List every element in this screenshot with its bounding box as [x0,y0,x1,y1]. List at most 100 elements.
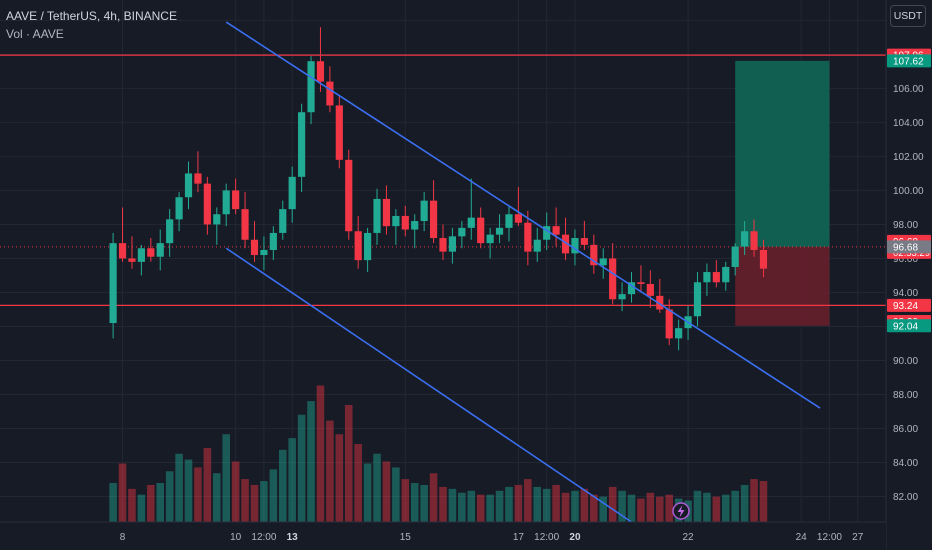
volume-bar [316,385,325,522]
candle [373,188,381,245]
time-tick-label: 12:00 [817,532,842,543]
volume-bar [693,490,702,522]
volume-bar [222,434,230,522]
symbol-title: AAVE / TetherUS, 4h, BINANCE [6,9,177,23]
candle [627,272,636,303]
candle-body [345,159,353,232]
candle [269,226,277,261]
candle [232,178,240,215]
candle [345,149,353,240]
candle-body [250,239,259,256]
candle-body [213,214,221,225]
price-label-box [887,54,931,68]
volume-bar [410,483,419,522]
candle [693,272,702,327]
volume-bar [495,490,504,522]
volume-bar [203,447,212,522]
candle [722,261,730,291]
time-tick-label: 15 [400,532,412,543]
time-tick-label: 8 [120,532,126,543]
candle [288,166,296,223]
candle [458,221,466,249]
candle-body [533,239,541,252]
volume-label: Vol · AAVE [6,27,64,41]
candle [505,205,513,242]
volume-bar [448,488,457,522]
candle [533,227,541,262]
candle-body [109,243,117,324]
volume-bar [561,492,570,522]
candle [260,236,268,271]
candle [703,263,711,296]
candle [618,282,626,312]
candle [429,180,438,244]
candle-body [448,236,457,252]
candle-body [175,197,183,220]
candle-body [656,295,664,310]
candle-body [637,282,645,284]
candle-body [241,209,249,240]
candle [741,221,749,256]
candle-body [166,219,174,244]
volume-bar [429,473,438,522]
chart-header: AAVE / TetherUS, 4h, BINANCE Vol · AAVE [6,8,177,42]
candle [759,239,768,278]
candle-body [137,248,145,262]
candle [222,183,230,227]
volume-bar [128,488,136,522]
lightning-icon[interactable] [672,502,690,520]
volume-bar [646,492,655,522]
volume-bar [165,471,174,522]
price-tick-label: 84.00 [893,458,918,469]
candle [495,214,504,244]
volume-bar [373,453,381,522]
candle-body [646,283,654,296]
candle [599,248,607,279]
candle-body [609,258,617,300]
candle [147,238,155,262]
volume-bar [486,494,494,522]
price-label: 92.04 [887,319,931,333]
candle-body [288,176,296,210]
volume-bar [260,481,268,522]
price-label-box [887,319,931,333]
time-tick-label: 22 [683,532,695,543]
candle [203,176,211,235]
candle [712,260,720,288]
volume-bar [109,483,117,522]
volume-bar [514,484,523,522]
candle-body [401,215,409,230]
candle-body [420,200,428,222]
volume-bar [476,494,485,522]
long-position-tool [735,60,830,326]
candle [731,243,739,276]
candle-body [750,231,758,250]
candle [166,209,174,257]
candles [109,27,768,351]
volume-bar [590,494,598,522]
candle [514,187,522,227]
candle-body [627,282,636,295]
volume-bar [750,479,758,522]
currency-button[interactable]: USDT [890,5,926,27]
candle-body [156,243,164,257]
volume-bar [250,484,259,522]
time-tick-label: 24 [796,532,808,543]
volume-bar [147,484,155,522]
candle [401,205,409,237]
candle [590,234,598,274]
price-tick-label: 102.00 [893,152,924,163]
channel-line-lower [225,247,632,523]
price-tick-label: 82.00 [893,492,918,503]
stop-zone [735,246,830,326]
candle-body [571,238,579,254]
candle [335,95,343,169]
volume-bar [740,484,749,522]
price-tick-label: 98.00 [893,220,918,231]
candle-body [429,200,438,239]
candle-body [203,183,211,225]
candle [392,209,400,245]
volume-bar [712,496,721,522]
target-zone [735,60,830,247]
